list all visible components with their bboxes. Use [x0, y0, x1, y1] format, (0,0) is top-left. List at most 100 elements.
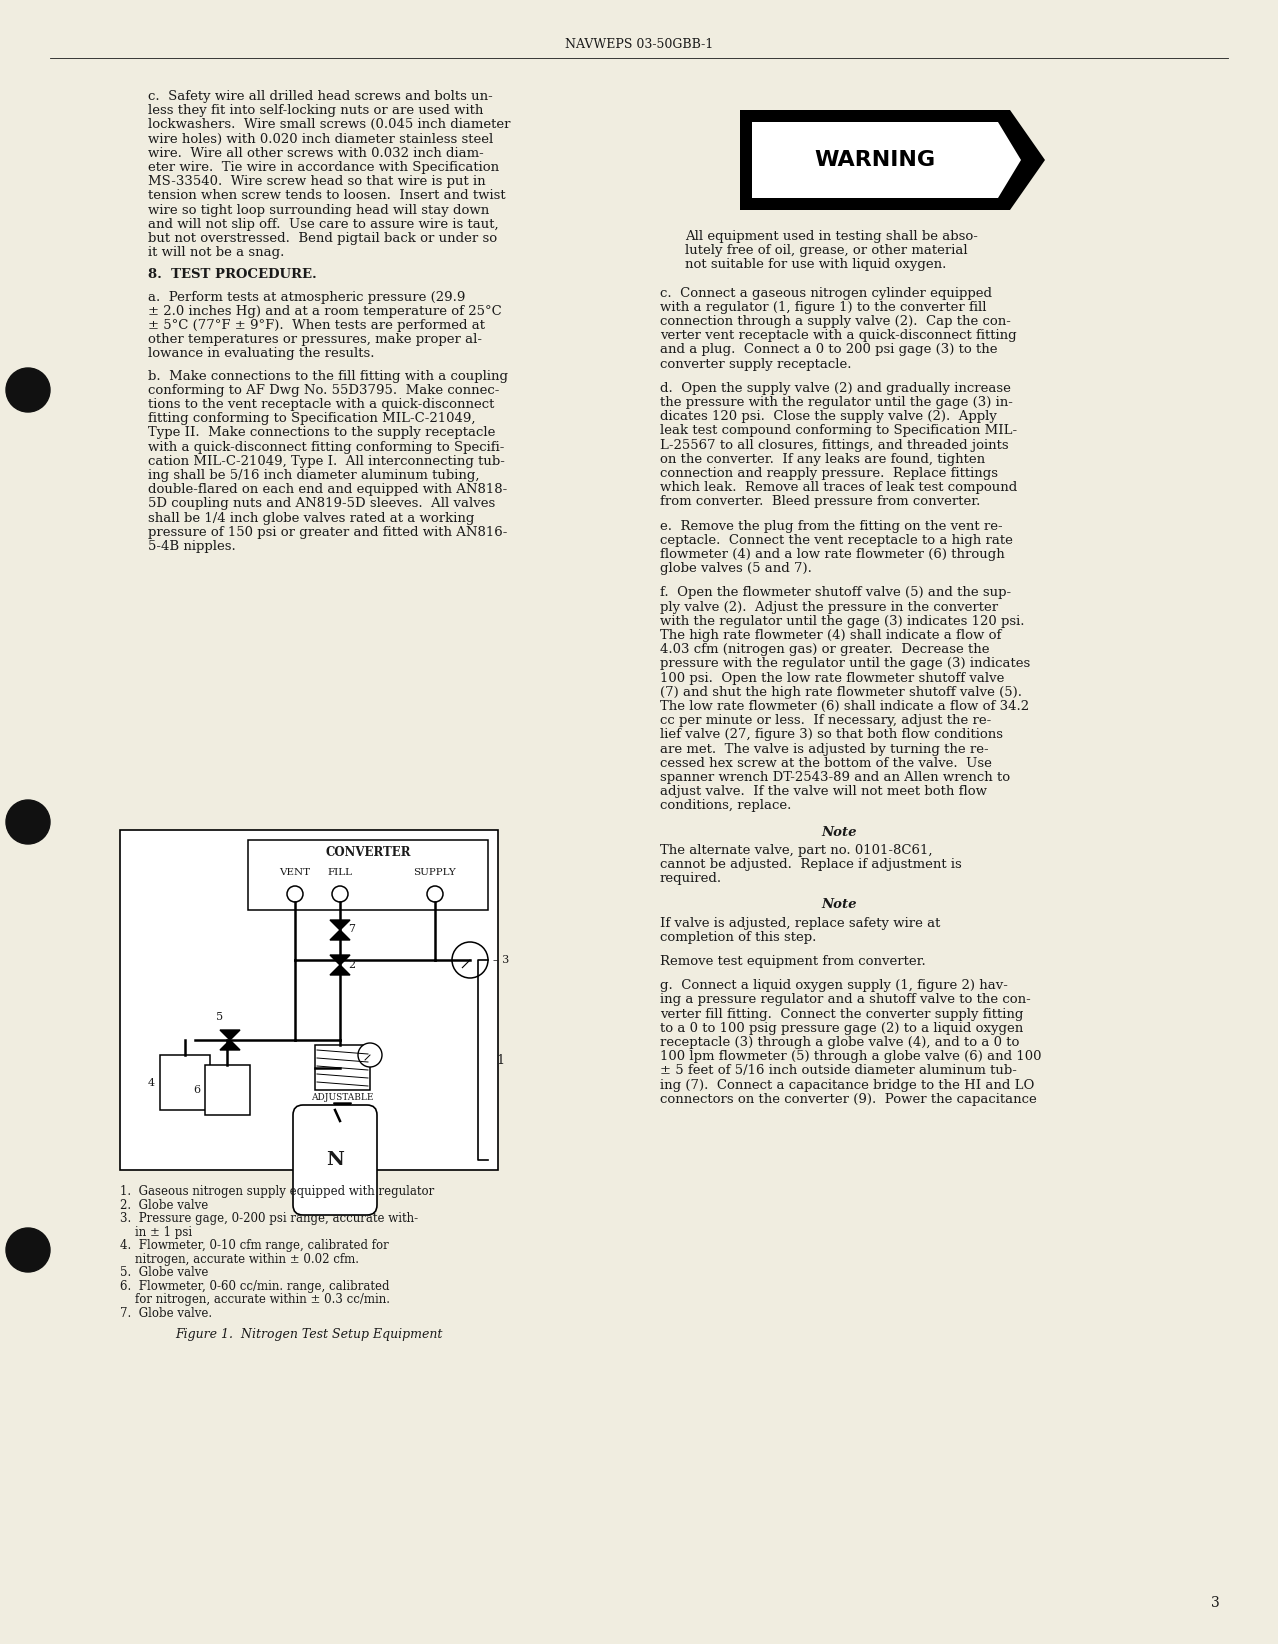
Polygon shape: [334, 1103, 351, 1111]
Polygon shape: [334, 1111, 351, 1121]
Text: ± 5°C (77°F ± 9°F).  When tests are performed at: ± 5°C (77°F ± 9°F). When tests are perfo…: [148, 319, 484, 332]
Text: Note: Note: [822, 898, 856, 911]
Text: 7.  Globe valve.: 7. Globe valve.: [120, 1307, 212, 1320]
Text: connection and reapply pressure.  Replace fittings: connection and reapply pressure. Replace…: [659, 467, 998, 480]
Text: tension when screw tends to loosen.  Insert and twist: tension when screw tends to loosen. Inse…: [148, 189, 506, 202]
Text: leak test compound conforming to Specification MIL-: leak test compound conforming to Specifi…: [659, 424, 1017, 437]
Text: a.  Perform tests at atmospheric pressure (29.9: a. Perform tests at atmospheric pressure…: [148, 291, 465, 304]
Text: ± 5 feet of 5/16 inch outside diameter aluminum tub-: ± 5 feet of 5/16 inch outside diameter a…: [659, 1064, 1017, 1077]
Text: FILL: FILL: [327, 868, 353, 876]
Text: lowance in evaluating the results.: lowance in evaluating the results.: [148, 347, 374, 360]
Text: lutely free of oil, grease, or other material: lutely free of oil, grease, or other mat…: [685, 245, 967, 256]
Text: converter supply receptacle.: converter supply receptacle.: [659, 358, 851, 370]
Text: 100 psi.  Open the low rate flowmeter shutoff valve: 100 psi. Open the low rate flowmeter shu…: [659, 672, 1005, 684]
Text: receptacle (3) through a globe valve (4), and to a 0 to: receptacle (3) through a globe valve (4)…: [659, 1036, 1020, 1049]
Text: double-flared on each end and equipped with AN818-: double-flared on each end and equipped w…: [148, 483, 507, 496]
Text: 5-4B nipples.: 5-4B nipples.: [148, 539, 235, 552]
Text: are met.  The valve is adjusted by turning the re-: are met. The valve is adjusted by turnin…: [659, 743, 989, 756]
Text: b.  Make connections to the fill fitting with a coupling: b. Make connections to the fill fitting …: [148, 370, 507, 383]
Text: 6.  Flowmeter, 0-60 cc/min. range, calibrated: 6. Flowmeter, 0-60 cc/min. range, calibr…: [120, 1279, 390, 1292]
Text: N: N: [326, 1151, 344, 1169]
Text: c.  Connect a gaseous nitrogen cylinder equipped: c. Connect a gaseous nitrogen cylinder e…: [659, 286, 992, 299]
Text: If valve is adjusted, replace safety wire at: If valve is adjusted, replace safety wir…: [659, 917, 941, 929]
Text: fitting conforming to Specification MIL-C-21049,: fitting conforming to Specification MIL-…: [148, 413, 475, 426]
Text: with a regulator (1, figure 1) to the converter fill: with a regulator (1, figure 1) to the co…: [659, 301, 987, 314]
Text: The alternate valve, part no. 0101-8C61,: The alternate valve, part no. 0101-8C61,: [659, 843, 933, 857]
Text: 6: 6: [193, 1085, 199, 1095]
Circle shape: [6, 1228, 50, 1272]
Text: Figure 1.  Nitrogen Test Setup Equipment: Figure 1. Nitrogen Test Setup Equipment: [175, 1328, 442, 1342]
Text: verter vent receptacle with a quick-disconnect fitting: verter vent receptacle with a quick-disc…: [659, 329, 1016, 342]
Text: e.  Remove the plug from the fitting on the vent re-: e. Remove the plug from the fitting on t…: [659, 520, 1003, 533]
Polygon shape: [740, 110, 1045, 210]
Circle shape: [288, 886, 303, 903]
Text: The low rate flowmeter (6) shall indicate a flow of 34.2: The low rate flowmeter (6) shall indicat…: [659, 700, 1029, 713]
Text: tions to the vent receptacle with a quick-disconnect: tions to the vent receptacle with a quic…: [148, 398, 495, 411]
Text: shall be 1/4 inch globe valves rated at a working: shall be 1/4 inch globe valves rated at …: [148, 511, 474, 524]
Text: connection through a supply valve (2).  Cap the con-: connection through a supply valve (2). C…: [659, 316, 1011, 329]
Text: for nitrogen, accurate within ± 0.3 cc/min.: for nitrogen, accurate within ± 0.3 cc/m…: [120, 1292, 390, 1305]
Text: wire.  Wire all other screws with 0.032 inch diam-: wire. Wire all other screws with 0.032 i…: [148, 146, 484, 159]
Text: verter fill fitting.  Connect the converter supply fitting: verter fill fitting. Connect the convert…: [659, 1008, 1024, 1021]
Text: connectors on the converter (9).  Power the capacitance: connectors on the converter (9). Power t…: [659, 1093, 1036, 1106]
Text: NAVWEPS 03-50GBB-1: NAVWEPS 03-50GBB-1: [565, 38, 713, 51]
Text: 2.  Globe valve: 2. Globe valve: [120, 1198, 208, 1212]
Circle shape: [452, 942, 488, 978]
Polygon shape: [330, 921, 350, 931]
Text: ply valve (2).  Adjust the pressure in the converter: ply valve (2). Adjust the pressure in th…: [659, 600, 998, 613]
Text: spanner wrench DT-2543-89 and an Allen wrench to: spanner wrench DT-2543-89 and an Allen w…: [659, 771, 1010, 784]
Text: ing a pressure regulator and a shutoff valve to the con-: ing a pressure regulator and a shutoff v…: [659, 993, 1031, 1006]
Text: lief valve (27, figure 3) so that both flow conditions: lief valve (27, figure 3) so that both f…: [659, 728, 1003, 741]
Polygon shape: [330, 955, 350, 965]
Text: 5: 5: [216, 1013, 224, 1023]
Text: nitrogen, accurate within ± 0.02 cfm.: nitrogen, accurate within ± 0.02 cfm.: [120, 1253, 359, 1266]
Text: lockwashers.  Wire small screws (0.045 inch diameter: lockwashers. Wire small screws (0.045 in…: [148, 118, 510, 132]
Text: g.  Connect a liquid oxygen supply (1, figure 2) hav-: g. Connect a liquid oxygen supply (1, fi…: [659, 980, 1008, 993]
Text: All equipment used in testing shall be abso-: All equipment used in testing shall be a…: [685, 230, 978, 243]
Text: 3: 3: [1212, 1596, 1220, 1609]
Text: d.  Open the supply valve (2) and gradually increase: d. Open the supply valve (2) and gradual…: [659, 381, 1011, 395]
Bar: [160, 1055, 210, 1110]
Text: f.  Open the flowmeter shutoff valve (5) and the sup-: f. Open the flowmeter shutoff valve (5) …: [659, 587, 1011, 600]
Text: 7: 7: [348, 924, 355, 934]
Text: which leak.  Remove all traces of leak test compound: which leak. Remove all traces of leak te…: [659, 482, 1017, 495]
Text: other temperatures or pressures, make proper al-: other temperatures or pressures, make pr…: [148, 334, 482, 347]
Text: wire so tight loop surrounding head will stay down: wire so tight loop surrounding head will…: [148, 204, 489, 217]
Text: cc per minute or less.  If necessary, adjust the re-: cc per minute or less. If necessary, adj…: [659, 713, 992, 727]
Text: ± 2.0 inches Hg) and at a room temperature of 25°C: ± 2.0 inches Hg) and at a room temperatu…: [148, 304, 502, 317]
FancyBboxPatch shape: [293, 1105, 377, 1215]
Polygon shape: [751, 122, 1021, 197]
Text: pressure of 150 psi or greater and fitted with AN816-: pressure of 150 psi or greater and fitte…: [148, 526, 507, 539]
Text: ing (7).  Connect a capacitance bridge to the HI and LO: ing (7). Connect a capacitance bridge to…: [659, 1078, 1034, 1092]
Text: it will not be a snag.: it will not be a snag.: [148, 247, 285, 260]
Text: and will not slip off.  Use care to assure wire is taut,: and will not slip off. Use care to assur…: [148, 217, 498, 230]
Bar: [248, 840, 488, 911]
Text: cessed hex screw at the bottom of the valve.  Use: cessed hex screw at the bottom of the va…: [659, 756, 992, 769]
Bar: [314, 1046, 371, 1090]
Text: in ± 1 psi: in ± 1 psi: [120, 1225, 192, 1238]
Text: flowmeter (4) and a low rate flowmeter (6) through: flowmeter (4) and a low rate flowmeter (…: [659, 547, 1005, 561]
Text: with the regulator until the gage (3) indicates 120 psi.: with the regulator until the gage (3) in…: [659, 615, 1025, 628]
Text: WARNING: WARNING: [814, 150, 935, 169]
Bar: [120, 830, 498, 1171]
Text: from converter.  Bleed pressure from converter.: from converter. Bleed pressure from conv…: [659, 495, 980, 508]
Text: ceptacle.  Connect the vent receptacle to a high rate: ceptacle. Connect the vent receptacle to…: [659, 534, 1013, 547]
Text: less they fit into self-locking nuts or are used with: less they fit into self-locking nuts or …: [148, 104, 483, 117]
Text: adjust valve.  If the valve will not meet both flow: adjust valve. If the valve will not meet…: [659, 786, 987, 799]
Text: CONVERTER: CONVERTER: [325, 847, 410, 860]
Text: cation MIL-C-21049, Type I.  All interconnecting tub-: cation MIL-C-21049, Type I. All intercon…: [148, 455, 505, 469]
Text: 4: 4: [148, 1077, 155, 1087]
Circle shape: [6, 801, 50, 843]
Circle shape: [6, 368, 50, 413]
Circle shape: [358, 1042, 382, 1067]
Text: The high rate flowmeter (4) shall indicate a flow of: The high rate flowmeter (4) shall indica…: [659, 630, 1002, 643]
Polygon shape: [220, 1041, 240, 1051]
Text: ing shall be 5/16 inch diameter aluminum tubing,: ing shall be 5/16 inch diameter aluminum…: [148, 469, 479, 482]
Text: to a 0 to 100 psig pressure gage (2) to a liquid oxygen: to a 0 to 100 psig pressure gage (2) to …: [659, 1023, 1024, 1034]
Text: conditions, replace.: conditions, replace.: [659, 799, 791, 812]
Text: (7) and shut the high rate flowmeter shutoff valve (5).: (7) and shut the high rate flowmeter shu…: [659, 686, 1022, 699]
Text: SUPPLY: SUPPLY: [414, 868, 456, 876]
Text: 5D coupling nuts and AN819-5D sleeves.  All valves: 5D coupling nuts and AN819-5D sleeves. A…: [148, 498, 496, 510]
Text: completion of this step.: completion of this step.: [659, 931, 817, 944]
Text: on the converter.  If any leaks are found, tighten: on the converter. If any leaks are found…: [659, 452, 985, 465]
